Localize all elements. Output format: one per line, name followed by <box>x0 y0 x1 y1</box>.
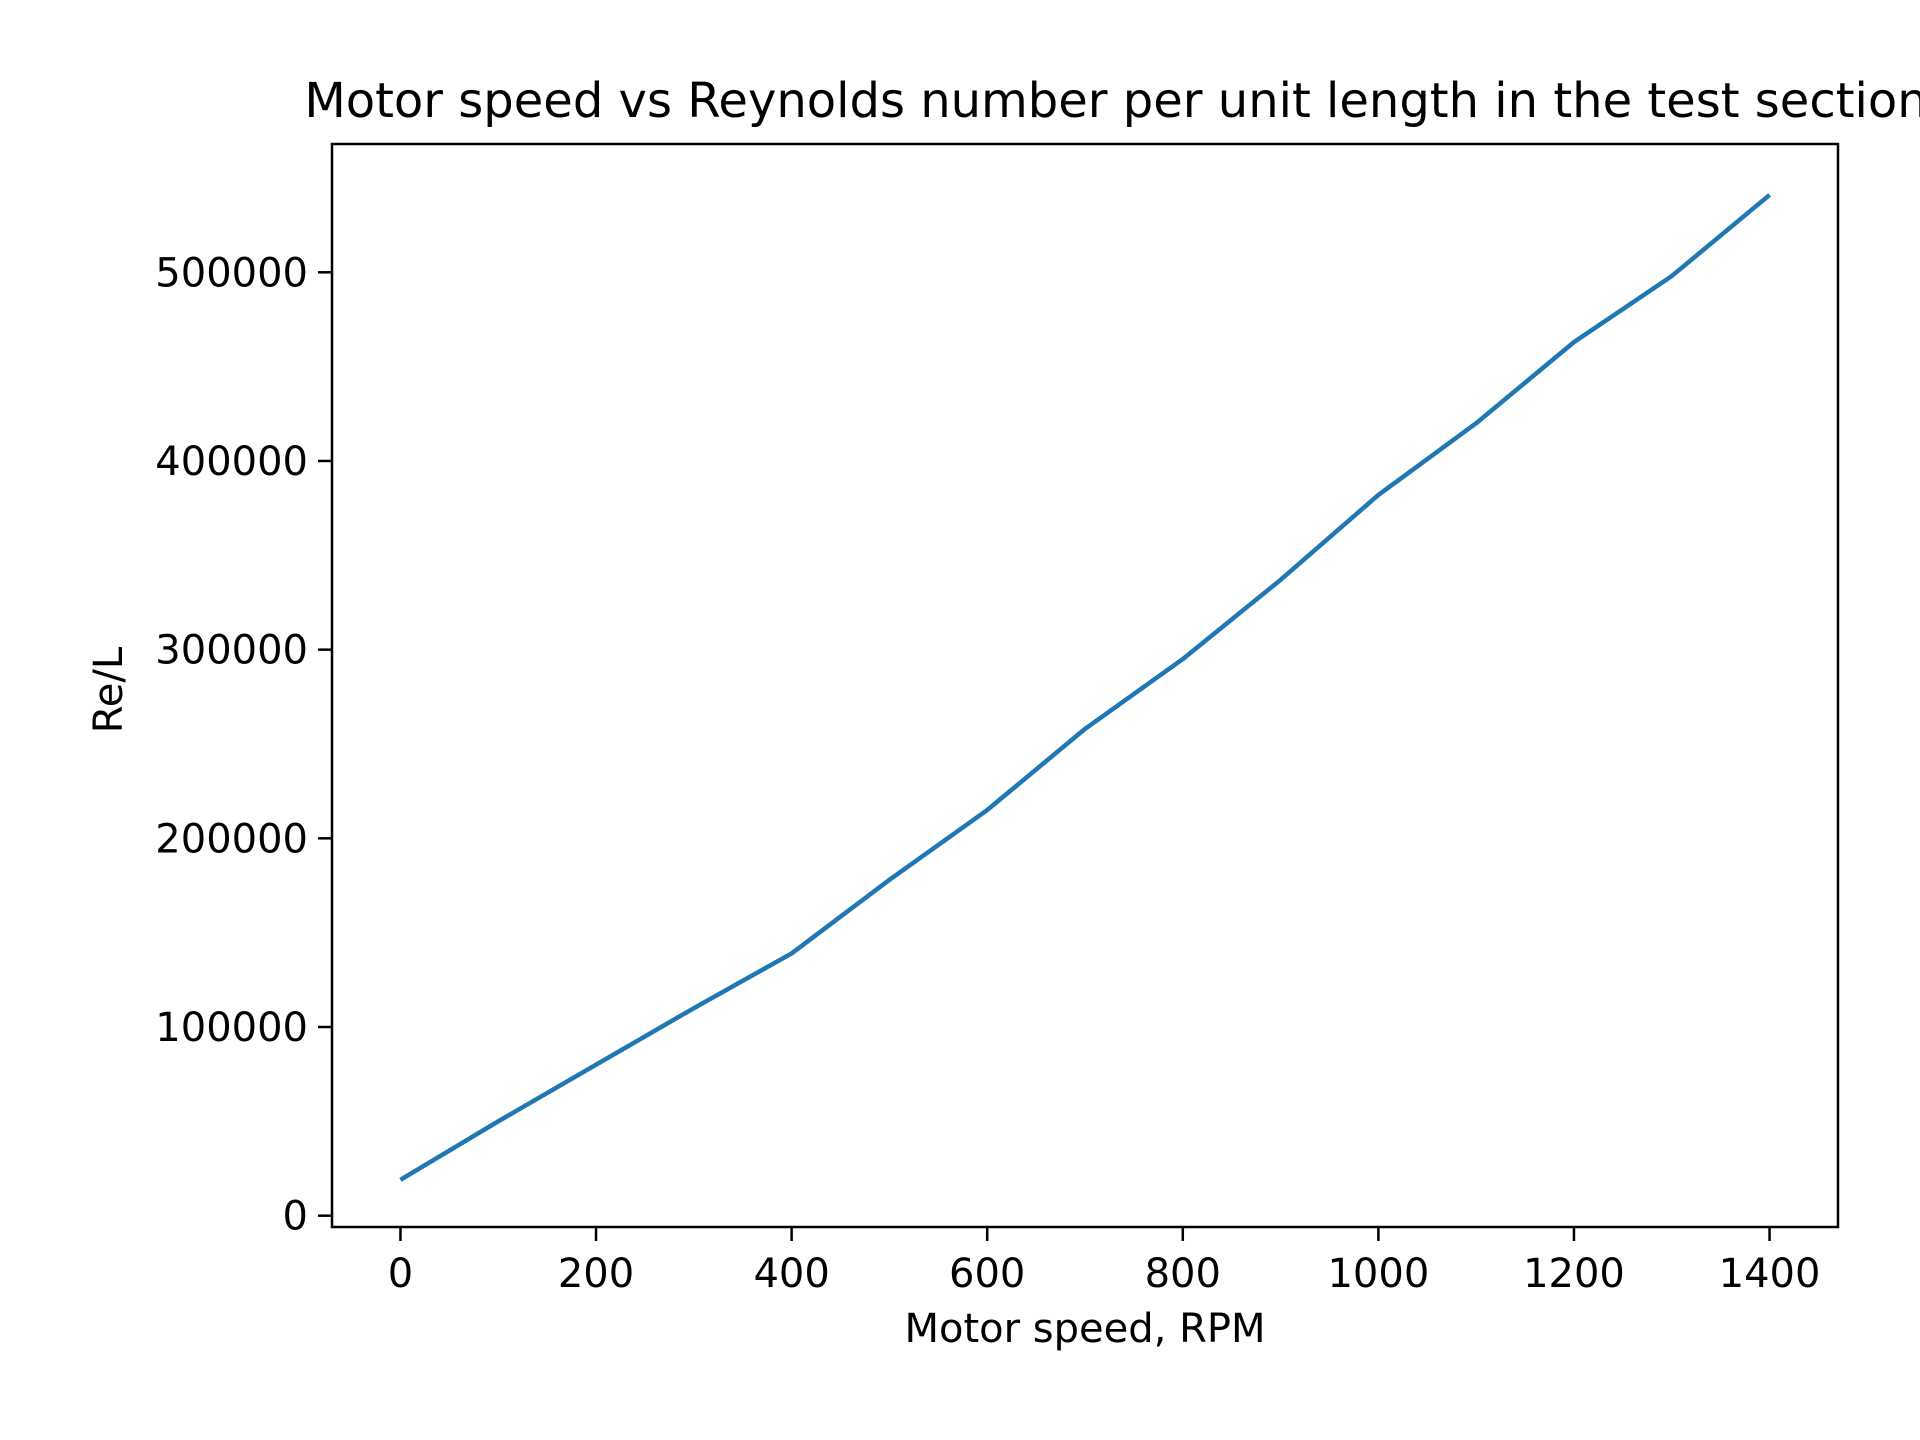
y-tick-label: 200000 <box>155 816 308 862</box>
x-tick-label: 800 <box>1145 1251 1221 1297</box>
x-tick-label: 600 <box>949 1251 1025 1297</box>
y-tick-label: 100000 <box>155 1005 308 1051</box>
x-tick-label: 200 <box>558 1251 634 1297</box>
x-tick-label: 1400 <box>1719 1251 1821 1297</box>
y-tick-label: 400000 <box>155 439 308 485</box>
plot-area <box>399 193 1771 1182</box>
y-tick-label: 0 <box>283 1194 308 1240</box>
x-axis-label: Motor speed, RPM <box>905 1306 1266 1352</box>
x-tick-label: 1200 <box>1523 1251 1625 1297</box>
axis-ticks: 0 200 400 600 800 1000 1200 1400 0 100000 200000 30… <box>155 250 1820 1297</box>
chart-title: Motor speed vs Reynolds number per unit … <box>304 73 1920 129</box>
series-line-0 <box>399 193 1771 1182</box>
plot-frame <box>330 142 1840 1229</box>
x-tick-label: 400 <box>753 1251 829 1297</box>
y-tick-label: 500000 <box>155 250 308 296</box>
x-tick-label: 0 <box>388 1251 413 1297</box>
y-tick-label: 300000 <box>155 628 308 674</box>
x-tick-label: 1000 <box>1327 1251 1429 1297</box>
y-axis-label: Re/L <box>86 646 132 733</box>
